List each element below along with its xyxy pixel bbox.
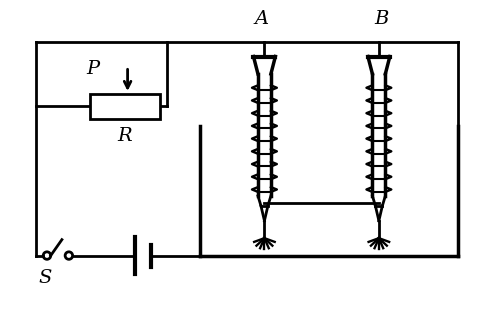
- Text: B: B: [374, 10, 389, 28]
- Text: S: S: [39, 269, 52, 287]
- Text: R: R: [118, 127, 132, 145]
- Text: A: A: [255, 10, 269, 28]
- Bar: [90, 94, 160, 119]
- Text: P: P: [86, 60, 99, 78]
